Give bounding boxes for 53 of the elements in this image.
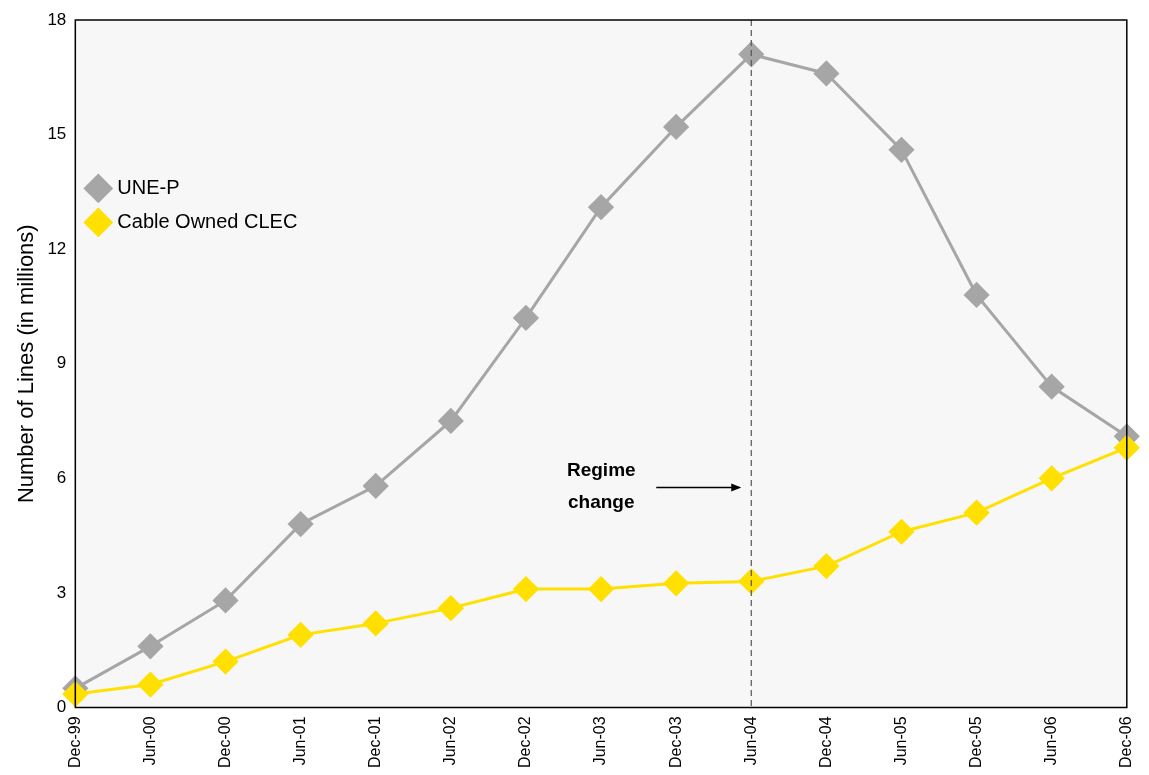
point	[964, 282, 990, 308]
x-tick-label: Dec-00	[215, 716, 233, 768]
point	[738, 41, 764, 67]
point	[513, 576, 539, 602]
point	[363, 473, 389, 499]
point	[438, 595, 464, 621]
y-tick-label: 18	[47, 9, 67, 29]
x-tick-label: Dec-03	[666, 716, 684, 768]
point	[888, 137, 914, 163]
point	[213, 587, 239, 613]
x-tick-label: Dec-02	[516, 716, 534, 768]
x-tick-label: Jun-00	[140, 716, 158, 766]
point	[1039, 374, 1065, 400]
x-tick-label: Jun-02	[441, 716, 459, 766]
x-tick-label: Dec-05	[966, 716, 984, 768]
y-tick-label: 0	[56, 697, 67, 717]
y-tick-label: 3	[56, 582, 67, 602]
legend-label: UNE-P	[117, 175, 180, 198]
point	[363, 610, 389, 636]
x-tick-label: Dec-01	[366, 716, 384, 768]
point	[438, 408, 464, 434]
point	[813, 553, 839, 579]
x-tick-label: Dec-99	[65, 716, 83, 768]
x-tick-label: Jun-06	[1042, 716, 1060, 766]
y-tick-label: 15	[47, 124, 67, 144]
point	[964, 500, 990, 526]
point	[513, 305, 539, 331]
x-tick-label: Jun-01	[291, 716, 309, 766]
point	[738, 568, 764, 594]
point	[663, 570, 689, 596]
x-tick-label: Jun-03	[591, 716, 609, 766]
y-tick-label: 6	[56, 467, 67, 487]
y-tick-label: 9	[56, 353, 67, 373]
x-tick-label: Jun-05	[891, 716, 909, 766]
point	[288, 622, 314, 648]
y-tick-label: 12	[47, 238, 67, 258]
y-axis-title: Number of Lines (in millions)	[13, 224, 39, 504]
x-tick-label: Dec-04	[816, 716, 834, 768]
point	[213, 649, 239, 675]
point	[1039, 465, 1065, 491]
point	[137, 672, 163, 698]
point	[588, 194, 614, 220]
point	[1114, 435, 1140, 461]
point	[663, 114, 689, 140]
point	[288, 511, 314, 537]
x-tick-label: Dec-06	[1117, 716, 1135, 768]
point	[813, 60, 839, 86]
x-tick-label: Jun-04	[741, 716, 759, 766]
annotation: Regime change	[566, 458, 636, 512]
point	[888, 519, 914, 545]
legend-label: Cable Owned CLEC	[117, 209, 298, 232]
point	[588, 576, 614, 602]
point	[137, 633, 163, 659]
